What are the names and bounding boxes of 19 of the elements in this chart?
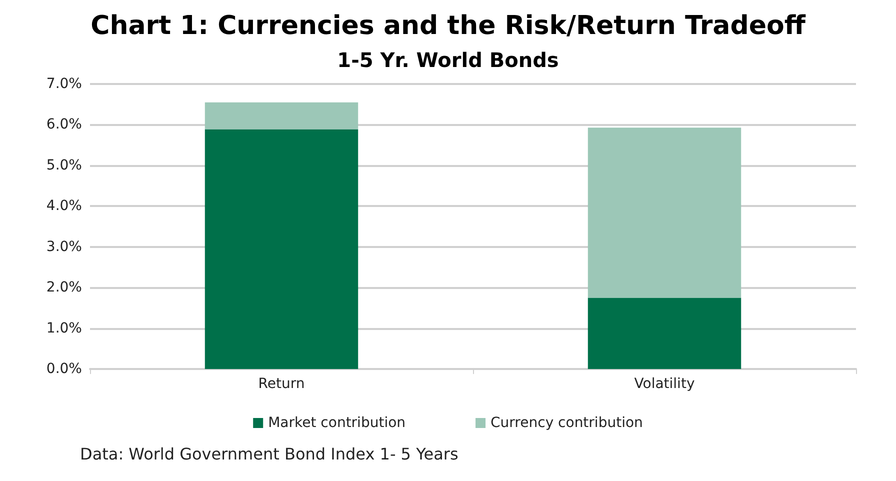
x-tick-label: Return: [258, 376, 305, 392]
x-tick-label: Volatility: [634, 376, 695, 392]
y-tick-label: 1.0%: [46, 320, 82, 336]
y-tick-label: 3.0%: [46, 238, 82, 255]
y-tick-label: 4.0%: [46, 198, 82, 214]
bar: [588, 128, 742, 298]
chart-subtitle: 1-5 Yr. World Bonds: [337, 48, 559, 72]
y-tick-label: 5.0%: [46, 157, 82, 174]
bar: [204, 102, 358, 130]
chart-title: Chart 1: Currencies and the Risk/Return Tradeoff: [90, 11, 806, 41]
y-tick-label: 2.0%: [46, 280, 82, 296]
bar: [588, 298, 742, 369]
y-tick-label: 0.0%: [46, 361, 82, 377]
y-tick-label: 7.0%: [46, 76, 82, 92]
legend-label: Currency contribution: [490, 415, 643, 431]
legend-label: Market contribution: [268, 415, 406, 431]
y-tick-label: 6.0%: [46, 116, 82, 133]
bar: [204, 129, 358, 369]
text: Data: World Government Bond Index 1- 5 Years: [80, 444, 458, 464]
